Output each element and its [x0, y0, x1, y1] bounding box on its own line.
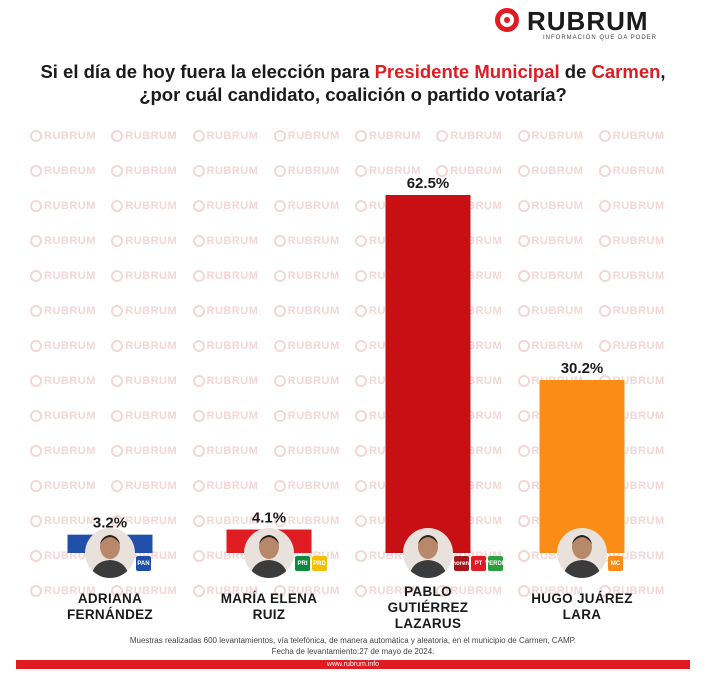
- candidate-name-line: MARÍA ELENA: [220, 591, 318, 606]
- candidate-name-line: LAZARUS: [394, 616, 462, 631]
- party-logo-pan-icon: PAN: [136, 556, 151, 571]
- methodology-note: Muestras realizadas 600 levantamientos, …: [0, 635, 706, 657]
- footer-url[interactable]: www.rubrum.info: [326, 661, 380, 668]
- candidate-name-line: HUGO JUÁREZ: [531, 591, 633, 606]
- title-highlight-office: Presidente Municipal: [374, 61, 560, 82]
- bar-4: [539, 380, 625, 553]
- methodology-line2: Fecha de levantamiento:27 de mayo de 202…: [271, 647, 435, 656]
- candidate-name-line: FERNÁNDEZ: [67, 607, 153, 622]
- logo-ring-icon: [495, 8, 519, 32]
- rubrum-logo: RUBRUM INFORMACIÓN QUE DA PODER: [495, 6, 685, 46]
- candidate-name-line: GUTIÉRREZ: [387, 600, 469, 615]
- page-title: Si el día de hoy fuera la elección para …: [20, 60, 686, 106]
- party-logo-prd-icon: PRD: [312, 556, 327, 571]
- value-label-1: 3.2%: [93, 515, 127, 532]
- title-highlight-city: Carmen: [591, 61, 661, 82]
- candidate-name-line: RUIZ: [252, 607, 286, 622]
- title-part2: de: [559, 61, 592, 82]
- logo-tagline: INFORMACIÓN QUE DA PODER: [543, 35, 658, 41]
- candidate-name-line: LARA: [562, 607, 602, 622]
- party-logo-pri-icon: PRI: [295, 556, 310, 571]
- candidate-name: ADRIANA FERNÁNDEZ: [45, 591, 175, 623]
- methodology-line1: Muestras realizadas 600 levantamientos, …: [129, 636, 577, 645]
- value-label-4: 30.2%: [561, 360, 604, 377]
- candidate-name: PABLO GUTIÉRREZ LAZARUS: [363, 584, 493, 632]
- logo-text: RUBRUM: [527, 6, 649, 36]
- party-logo-pt-icon: PT: [471, 556, 486, 571]
- candidate-name: HUGO JUÁREZ LARA: [517, 591, 647, 623]
- value-label-2: 4.1%: [252, 510, 286, 527]
- party-logo-morena-icon: morena: [451, 556, 472, 571]
- candidate-portrait: [85, 528, 135, 578]
- bar-3: [385, 195, 471, 553]
- candidate-name-line: PABLO: [404, 584, 452, 599]
- title-line2: ¿por cuál candidato, coalición o partido…: [139, 84, 567, 105]
- candidate-portrait: [557, 528, 607, 578]
- party-logo-verde-icon: VERDE: [485, 556, 506, 571]
- party-logo-mc-icon: MC: [608, 556, 623, 571]
- title-part1: Si el día de hoy fuera la elección para: [40, 61, 375, 82]
- candidate-portrait: [403, 528, 453, 578]
- candidate-portrait: [244, 528, 294, 578]
- footer-bar: [16, 660, 690, 669]
- title-part3: ,: [660, 61, 666, 82]
- candidate-name-line: ADRIANA: [77, 591, 143, 606]
- value-label-3: 62.5%: [407, 175, 450, 192]
- candidate-name: MARÍA ELENA RUIZ: [204, 591, 334, 623]
